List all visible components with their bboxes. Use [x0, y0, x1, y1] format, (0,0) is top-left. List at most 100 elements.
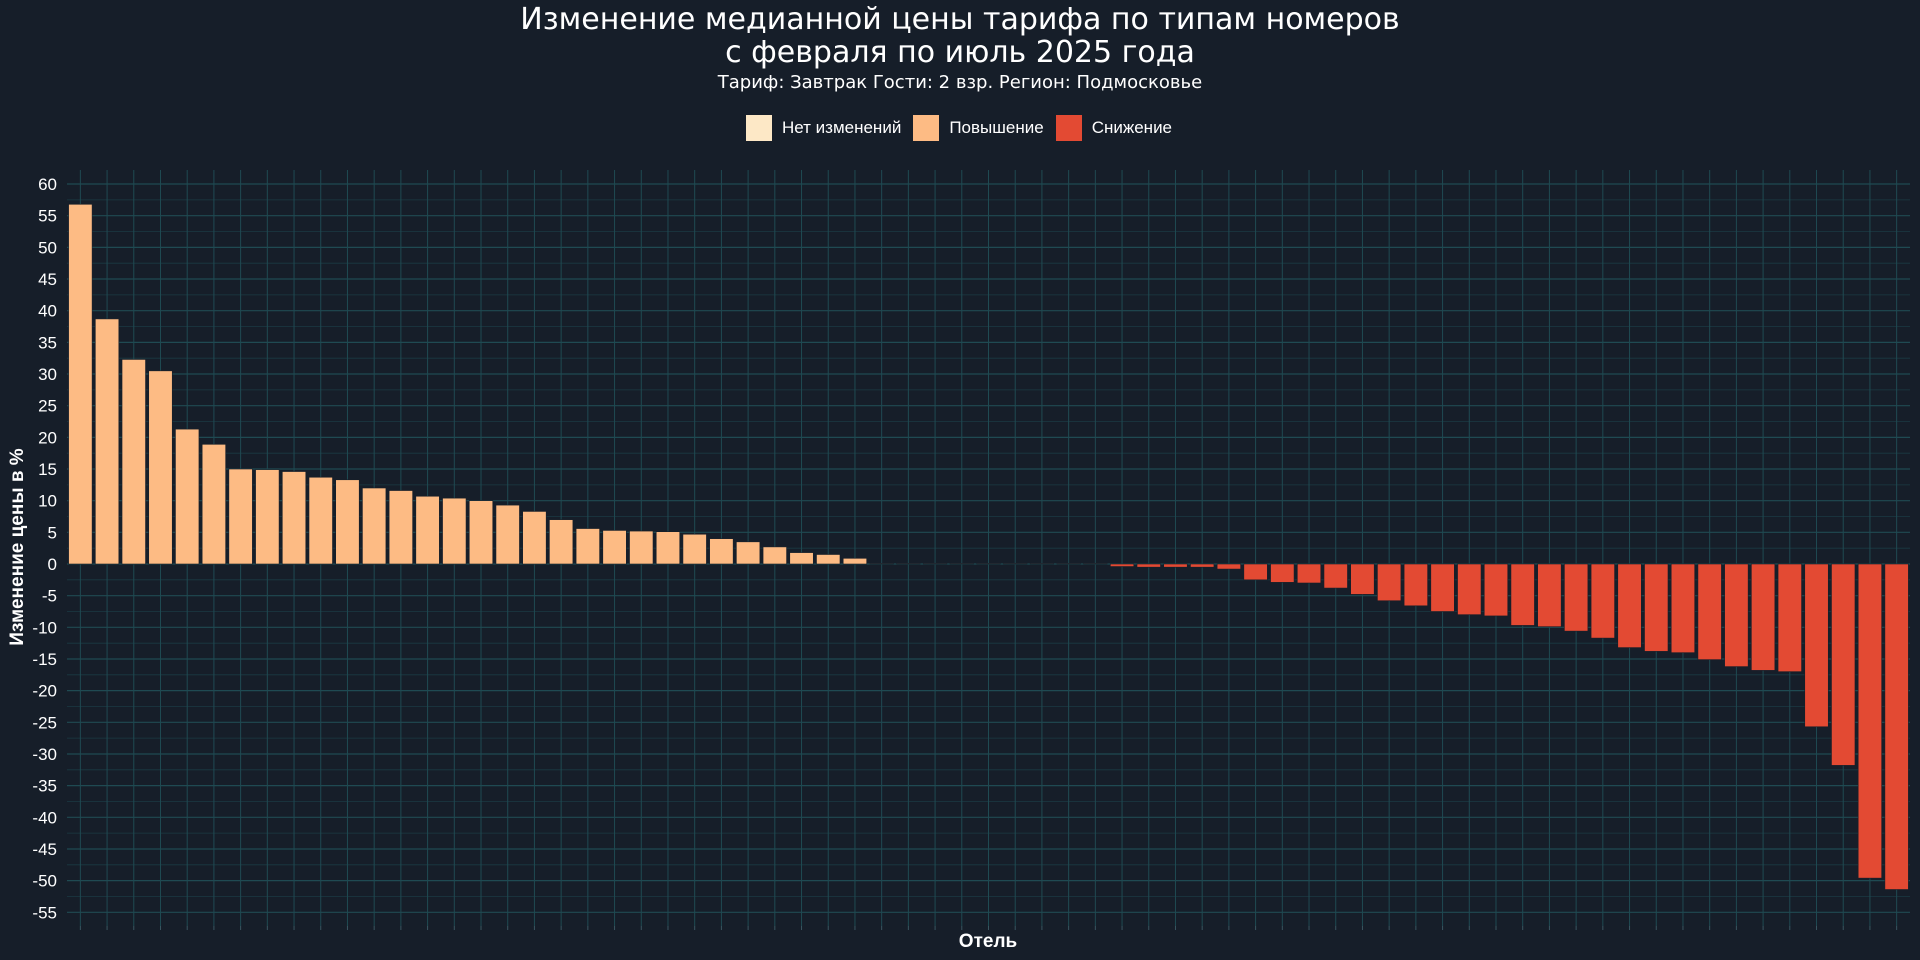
legend-label-increase: Повышение: [949, 118, 1044, 137]
bar: [1857, 563, 1882, 879]
legend-label-no-change: Нет изменений: [781, 118, 902, 137]
bar: [388, 490, 413, 565]
bar: [1003, 563, 1028, 565]
y-tick-label: -45: [32, 840, 57, 859]
bar: [1724, 563, 1749, 667]
y-tick-label: -20: [32, 682, 57, 701]
y-tick-label: -30: [32, 745, 57, 764]
y-tick-label: 45: [38, 270, 57, 289]
bar: [1136, 563, 1161, 568]
legend-swatch-no-change: [745, 115, 772, 141]
chart-title-line-2: с февраля по июль 2025 года: [725, 35, 1195, 70]
bar: [1430, 563, 1455, 612]
bar: [1377, 563, 1402, 602]
bar: [1056, 563, 1081, 565]
legend-item-decrease: Снижение: [1055, 115, 1173, 141]
bar: [1350, 563, 1375, 595]
bar: [522, 511, 547, 565]
bar: [468, 500, 494, 565]
bar: [175, 428, 200, 565]
y-tick-label: -25: [32, 713, 57, 732]
bar: [1190, 563, 1215, 568]
chart-subtitle: Тариф: Завтрак Гости: 2 взр. Регион: Под…: [717, 72, 1203, 93]
bar: [1670, 563, 1696, 653]
bar: [1109, 563, 1135, 567]
bar: [1537, 563, 1562, 627]
legend-item-no-change: Нет изменений: [745, 115, 902, 141]
y-tick-label: 0: [48, 555, 57, 574]
bar: [816, 554, 841, 565]
bar: [255, 469, 280, 565]
legend-swatch-increase: [913, 115, 940, 141]
bar: [1590, 563, 1615, 639]
bar: [602, 530, 627, 565]
y-tick-label: 5: [48, 523, 57, 542]
x-axis-label: Отель: [959, 931, 1017, 952]
bar: [362, 487, 387, 565]
bar: [976, 563, 1001, 565]
bar: [1216, 563, 1241, 570]
bar: [1243, 563, 1268, 581]
y-tick-label: -15: [32, 650, 57, 669]
x-axis-ticks: [79, 926, 1898, 930]
bar: [1777, 563, 1802, 672]
bar: [228, 468, 253, 565]
bar: [1510, 563, 1535, 626]
bar: [442, 497, 467, 565]
y-tick-label: 30: [38, 365, 57, 384]
y-tick-label: 25: [38, 397, 57, 416]
bar: [789, 552, 814, 565]
bar: [121, 359, 146, 565]
y-tick-label: 35: [38, 333, 57, 352]
y-tick-label: 10: [38, 492, 57, 511]
bar: [68, 203, 93, 565]
bar: [1083, 563, 1108, 565]
bar: [495, 504, 520, 565]
chart-bars: [68, 203, 1909, 890]
bar: [1564, 563, 1589, 632]
bar: [415, 495, 440, 565]
y-tick-label: -55: [32, 903, 57, 922]
y-axis-label: Изменение цены в %: [7, 448, 28, 645]
bar: [923, 563, 948, 565]
bar: [575, 528, 600, 565]
bar: [1270, 563, 1295, 583]
y-tick-label: 55: [38, 207, 57, 226]
bar: [1804, 563, 1829, 728]
bar: [1644, 563, 1669, 652]
bar: [736, 541, 761, 565]
bar: [308, 476, 333, 565]
bar: [1697, 563, 1722, 660]
bar: [1884, 563, 1909, 890]
y-tick-label: 60: [38, 175, 57, 194]
y-tick-label: -10: [32, 618, 57, 637]
y-tick-label: 15: [38, 460, 57, 479]
bar: [148, 370, 173, 565]
bar: [1029, 563, 1054, 565]
bar: [549, 519, 574, 565]
y-tick-label: -40: [32, 808, 57, 827]
bar: [655, 531, 681, 565]
y-tick-label: 50: [38, 238, 57, 257]
bar: [869, 563, 894, 565]
bar: [1617, 563, 1642, 648]
bar: [1296, 563, 1322, 584]
bar: [335, 479, 360, 565]
y-tick-label: 20: [38, 428, 57, 447]
bar: [629, 530, 654, 565]
bar: [1323, 563, 1348, 589]
bar: [1163, 563, 1188, 568]
bar: [281, 471, 307, 565]
y-tick-label: -35: [32, 777, 57, 796]
bar: [762, 546, 787, 565]
legend-label-decrease: Снижение: [1091, 118, 1173, 137]
bar: [201, 444, 226, 565]
y-tick-label: -50: [32, 872, 57, 891]
bar: [896, 563, 921, 565]
bar: [1483, 563, 1509, 617]
legend-item-increase: Повышение: [913, 115, 1044, 141]
bar: [1403, 563, 1428, 607]
y-tick-label: -5: [42, 587, 57, 606]
